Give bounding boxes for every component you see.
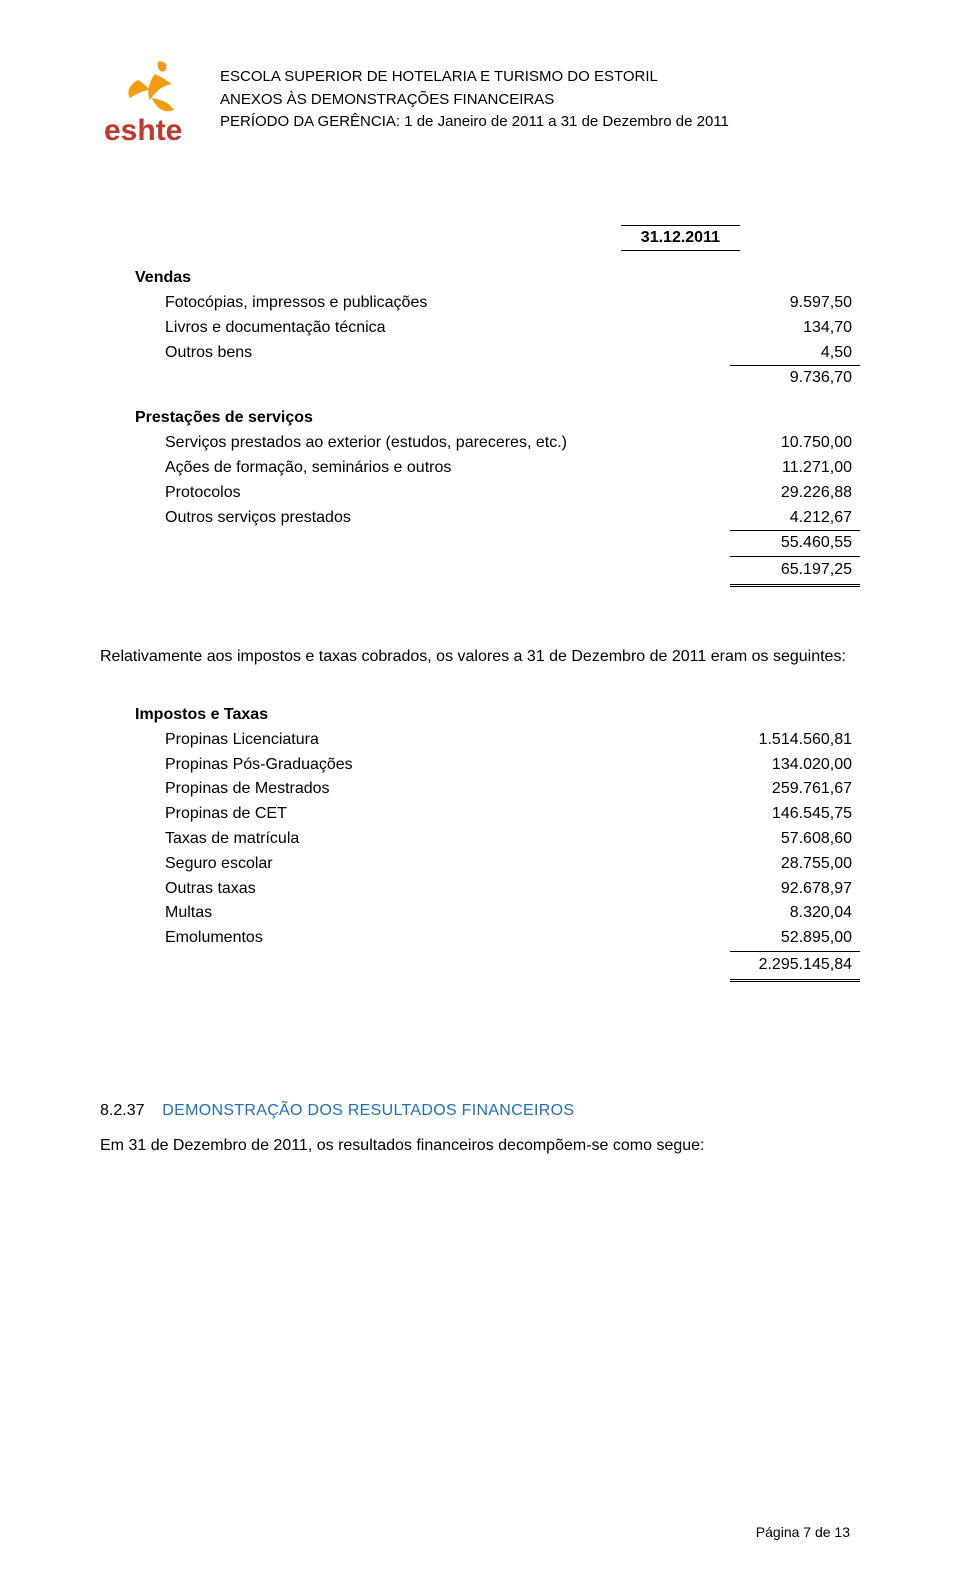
impostos-grandtotal: 2.295.145,84: [100, 951, 860, 982]
table-row: Livros e documentação técnica 134,70: [100, 316, 860, 341]
table-row: Propinas de Mestrados 259.761,67: [100, 777, 860, 802]
row-label: Serviços prestados ao exterior (estudos,…: [165, 431, 730, 456]
row-value: 8.320,04: [730, 901, 860, 926]
row-label: Taxas de matrícula: [165, 827, 730, 852]
table-row: Propinas Pós-Graduações 134.020,00: [100, 753, 860, 778]
row-value: 57.608,60: [730, 827, 860, 852]
table-row: Serviços prestados ao exterior (estudos,…: [100, 431, 860, 456]
vendas-section: Vendas Fotocópias, impressos e publicaçõ…: [100, 269, 860, 391]
table-row: Protocolos 29.226,88: [100, 481, 860, 506]
section-title: DEMONSTRAÇÃO DOS RESULTADOS FINANCEIROS: [162, 1102, 574, 1119]
table-row: Multas 8.320,04: [100, 901, 860, 926]
date-value: 31.12.2011: [621, 225, 740, 251]
grandtotal-value: 65.197,25: [730, 556, 860, 587]
table-row: Propinas de CET 146.545,75: [100, 802, 860, 827]
header-line-3: PERÍODO DA GERÊNCIA: 1 de Janeiro de 201…: [220, 111, 729, 134]
prestacoes-title: Prestações de serviços: [100, 409, 860, 427]
row-value: 29.226,88: [730, 481, 860, 506]
paragraph-2: Em 31 de Dezembro de 2011, os resultados…: [100, 1134, 860, 1158]
vendas-subtotal: 9.736,70: [100, 365, 860, 391]
header-line-1: ESCOLA SUPERIOR DE HOTELARIA E TURISMO D…: [220, 66, 729, 89]
table-row: Outros bens 4,50: [100, 341, 860, 366]
impostos-title: Impostos e Taxas: [100, 706, 860, 724]
row-label: Ações de formação, seminários e outros: [165, 456, 730, 481]
header-line-2: ANEXOS ÀS DEMONSTRAÇÕES FINANCEIRAS: [220, 89, 729, 112]
row-value: 28.755,00: [730, 852, 860, 877]
section-heading-8-2-37: 8.2.37 DEMONSTRAÇÃO DOS RESULTADOS FINAN…: [100, 1102, 860, 1120]
vendas-title: Vendas: [100, 269, 860, 287]
page-header: eshte ESCOLA SUPERIOR DE HOTELARIA E TUR…: [100, 60, 860, 155]
table-row: Seguro escolar 28.755,00: [100, 852, 860, 877]
date-column-header: 31.12.2011: [100, 225, 860, 251]
row-label: Seguro escolar: [165, 852, 730, 877]
prestacoes-subtotal: 55.460,55: [100, 530, 860, 556]
svg-text:eshte: eshte: [104, 114, 182, 147]
row-value: 259.761,67: [730, 777, 860, 802]
row-label: Outros bens: [165, 341, 730, 366]
table-row: Propinas Licenciatura 1.514.560,81: [100, 728, 860, 753]
row-label: Fotocópias, impressos e publicações: [165, 291, 730, 316]
row-label: Multas: [165, 901, 730, 926]
row-label: Propinas Licenciatura: [165, 728, 730, 753]
row-value: 4.212,67: [730, 506, 860, 531]
row-label: Outras taxas: [165, 877, 730, 902]
row-value: 146.545,75: [730, 802, 860, 827]
table-row: Fotocópias, impressos e publicações 9.59…: [100, 291, 860, 316]
row-value: 92.678,97: [730, 877, 860, 902]
logo: eshte: [100, 60, 200, 155]
paragraph-1: Relativamente aos impostos e taxas cobra…: [100, 645, 860, 670]
row-label: Emolumentos: [165, 926, 730, 951]
row-value: 4,50: [730, 341, 860, 366]
row-label: Outros serviços prestados: [165, 506, 730, 531]
row-label: Protocolos: [165, 481, 730, 506]
header-text-block: ESCOLA SUPERIOR DE HOTELARIA E TURISMO D…: [220, 60, 729, 134]
block1-grandtotal: 65.197,25: [100, 556, 860, 587]
table-row: Outros serviços prestados 4.212,67: [100, 506, 860, 531]
impostos-section: Impostos e Taxas Propinas Licenciatura 1…: [100, 706, 860, 982]
row-value: 134.020,00: [730, 753, 860, 778]
table-row: Outras taxas 92.678,97: [100, 877, 860, 902]
section-number: 8.2.37: [100, 1102, 144, 1119]
row-label: Propinas Pós-Graduações: [165, 753, 730, 778]
row-value: 10.750,00: [730, 431, 860, 456]
subtotal-value: 9.736,70: [730, 365, 860, 391]
row-label: Propinas de CET: [165, 802, 730, 827]
prestacoes-section: Prestações de serviços Serviços prestado…: [100, 409, 860, 587]
row-label: Livros e documentação técnica: [165, 316, 730, 341]
row-label: Propinas de Mestrados: [165, 777, 730, 802]
row-value: 134,70: [730, 316, 860, 341]
row-value: 1.514.560,81: [730, 728, 860, 753]
row-value: 52.895,00: [730, 926, 860, 951]
table-row: Taxas de matrícula 57.608,60: [100, 827, 860, 852]
row-value: 9.597,50: [730, 291, 860, 316]
grandtotal-value: 2.295.145,84: [730, 951, 860, 982]
table-row: Emolumentos 52.895,00: [100, 926, 860, 951]
page-number: Página 7 de 13: [756, 1524, 850, 1540]
row-value: 11.271,00: [730, 456, 860, 481]
table-row: Ações de formação, seminários e outros 1…: [100, 456, 860, 481]
subtotal-value: 55.460,55: [730, 530, 860, 556]
